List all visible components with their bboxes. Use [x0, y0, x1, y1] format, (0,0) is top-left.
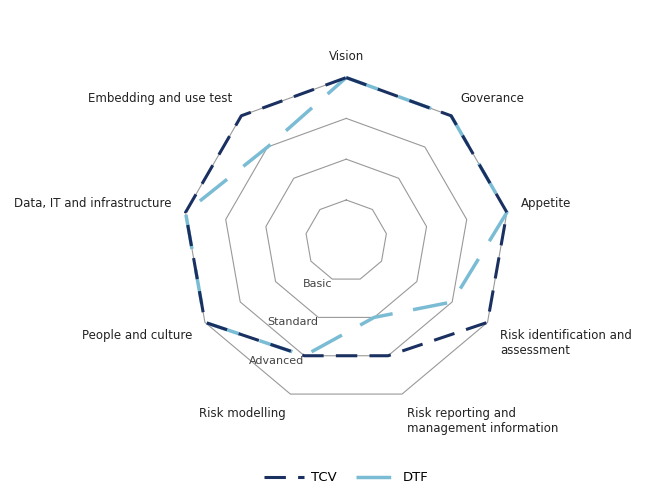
Text: Risk identification and
assessment: Risk identification and assessment: [500, 329, 632, 358]
Text: Risk modelling: Risk modelling: [199, 408, 285, 420]
Text: Appetite: Appetite: [521, 197, 571, 210]
Text: Basic: Basic: [303, 279, 332, 289]
Text: Vision: Vision: [329, 50, 364, 63]
Text: Data, IT and infrastructure: Data, IT and infrastructure: [14, 197, 172, 210]
Text: People and culture: People and culture: [82, 329, 192, 343]
Text: Embedding and use test: Embedding and use test: [88, 92, 232, 105]
Text: Standard: Standard: [267, 318, 318, 327]
Text: Advanced: Advanced: [249, 356, 304, 366]
Text: Risk reporting and
management information: Risk reporting and management informatio…: [407, 408, 558, 436]
Legend: TCV, DTF: TCV, DTF: [259, 466, 434, 490]
Text: Goverance: Goverance: [460, 92, 524, 105]
